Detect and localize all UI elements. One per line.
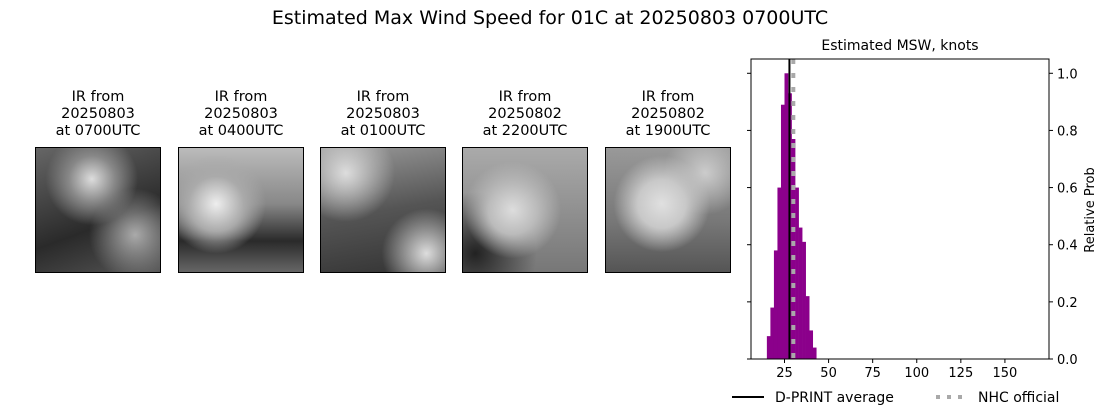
ir-caption: IR from 20250803 at 0400UTC (198, 89, 284, 139)
y-tick-label: 0.0 (1057, 353, 1078, 368)
ir-image (320, 147, 446, 273)
histogram-bar (809, 330, 814, 359)
histogram-bar (777, 187, 782, 359)
axes-frame (750, 58, 1050, 360)
x-tick-label: 150 (993, 366, 1018, 381)
histogram-bar (798, 227, 803, 359)
chart-title: Estimated MSW, knots (821, 38, 978, 54)
ir-caption: IR from 20250803 at 0100UTC (340, 89, 426, 139)
ir-panel: IR from 20250802 at 2200UTC (462, 89, 588, 273)
histogram-bar (805, 296, 810, 359)
histogram-bar (795, 187, 799, 359)
y-tick-label: 0.4 (1057, 239, 1078, 254)
y-axis-label: Relative Prob (1083, 167, 1098, 252)
histogram-bar (770, 307, 775, 359)
x-tick-label: 25 (776, 366, 793, 381)
y-tick-label: 1.0 (1057, 67, 1078, 82)
y-tick-label: 0.8 (1057, 124, 1078, 139)
ir-image (35, 147, 161, 273)
ir-caption: IR from 20250803 at 0700UTC (55, 89, 141, 139)
histogram-bar (784, 73, 789, 360)
ir-panel: IR from 20250803 at 0400UTC (178, 89, 304, 273)
figure-title: Estimated Max Wind Speed for 01C at 2025… (271, 7, 829, 29)
ir-image (178, 147, 304, 273)
legend-dprint-label: D-PRINT average (775, 390, 894, 406)
x-tick-label: 125 (948, 366, 973, 381)
x-tick-label: 75 (864, 366, 881, 381)
ir-image (605, 147, 731, 273)
ir-panel: IR from 20250803 at 0700UTC (35, 89, 161, 273)
ir-image (462, 147, 588, 273)
x-tick-label: 50 (820, 366, 837, 381)
histogram-bar (780, 104, 785, 359)
ir-panel: IR from 20250802 at 1900UTC (605, 89, 731, 273)
y-tick-label: 0.2 (1057, 296, 1078, 311)
histogram-bar (766, 336, 771, 359)
histogram-bar (773, 250, 778, 359)
x-tick-label: 100 (904, 366, 929, 381)
ir-caption: IR from 20250802 at 1900UTC (625, 89, 711, 139)
histogram-bar (812, 347, 817, 359)
histogram-bar (791, 139, 796, 359)
y-tick-label: 0.6 (1057, 182, 1078, 197)
ir-caption: IR from 20250802 at 2200UTC (482, 89, 568, 139)
histogram-bar (802, 241, 806, 359)
legend-nhc-label: NHC official (978, 390, 1059, 406)
ir-panel: IR from 20250803 at 0100UTC (320, 89, 446, 273)
